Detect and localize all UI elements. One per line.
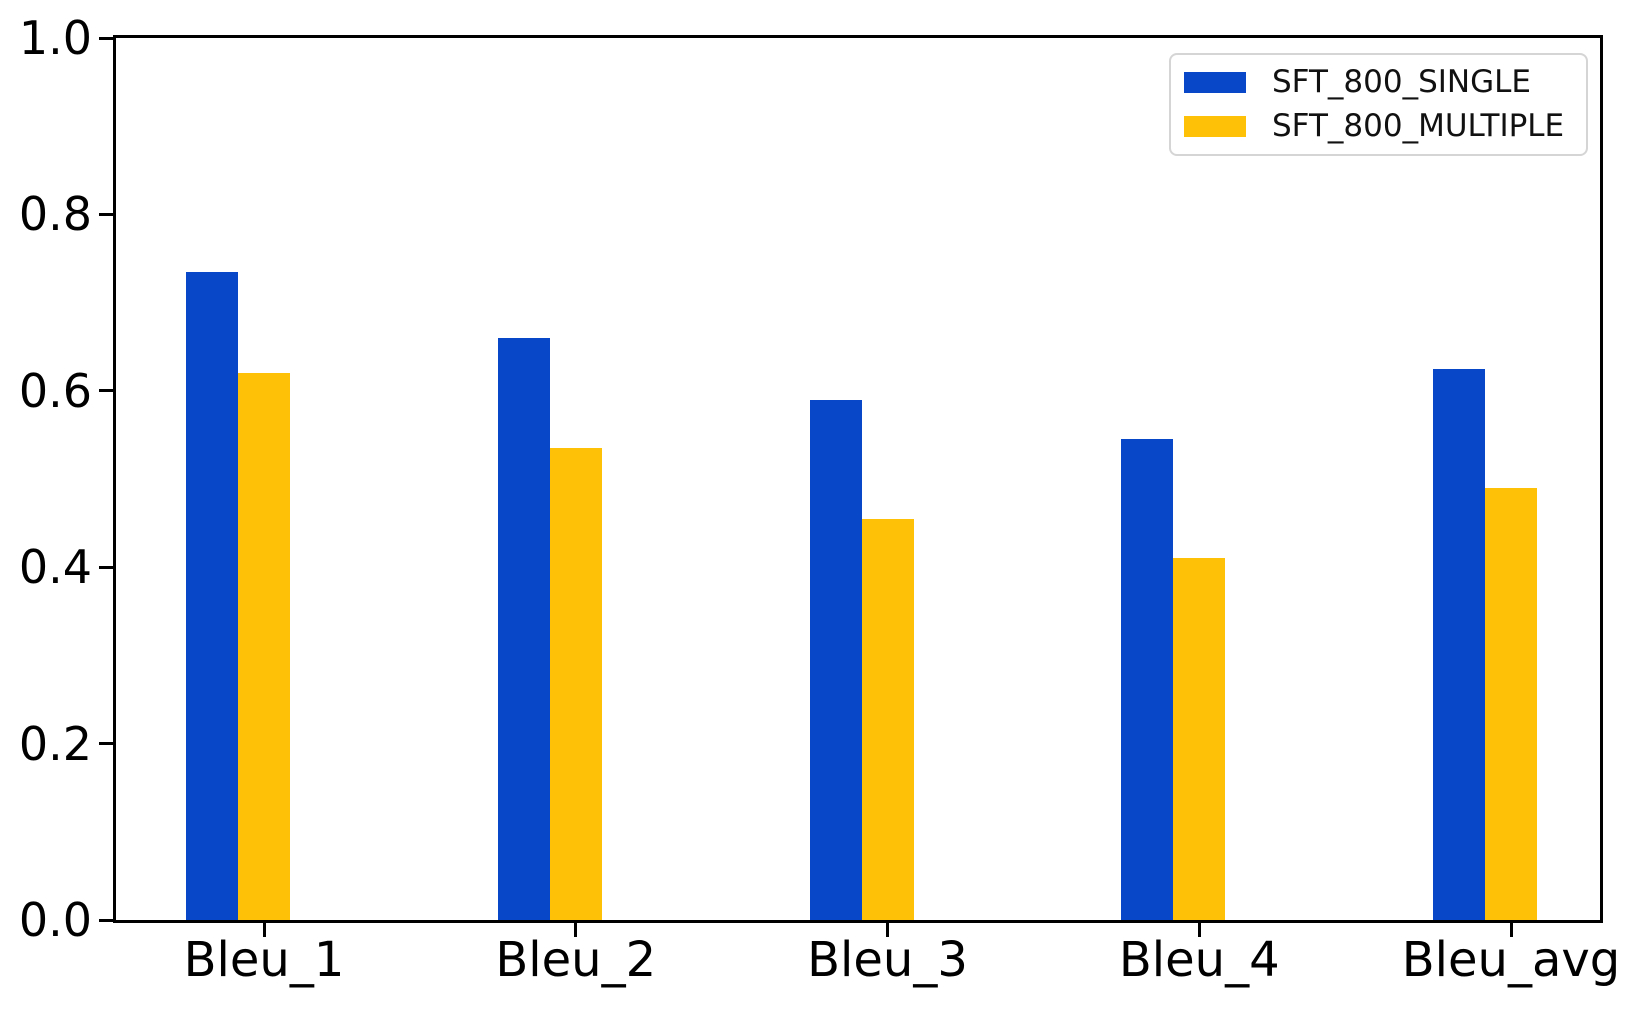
legend-item: SFT_800_SINGLE: [1184, 67, 1586, 98]
legend: SFT_800_SINGLE SFT_800_MULTIPLE: [1169, 53, 1588, 156]
bar-sft_800_multiple-bleu_4: [1173, 558, 1226, 920]
y-axis-tick-label: 0.0: [18, 893, 92, 947]
x-axis-tick-label: Bleu_2: [495, 932, 657, 988]
x-axis-tick-label: Bleu_4: [1118, 932, 1280, 988]
bar-sft_800_multiple-bleu_avg: [1485, 487, 1537, 920]
y-axis-tick: [99, 212, 113, 216]
y-axis-tick-label: 0.8: [18, 187, 92, 242]
y-axis-tick-label: 0.2: [18, 716, 92, 771]
y-axis-tick: [99, 742, 113, 746]
bar-sft_800_multiple-bleu_1: [238, 373, 290, 920]
x-axis-tick: [262, 923, 266, 937]
bar-sft_800_single-bleu_3: [809, 399, 862, 920]
y-axis-tick-label: 0.6: [18, 363, 92, 418]
bar-sft_800_single-bleu_1: [186, 271, 238, 920]
plot-area: SFT_800_SINGLE SFT_800_MULTIPLE 0.0 0.2 0.…: [19, 15, 1620, 984]
legend-swatch-single: [1184, 72, 1246, 94]
x-axis-tick: [574, 923, 578, 937]
x-axis-tick: [886, 923, 889, 937]
bar-sft_800_single-bleu_4: [1121, 439, 1174, 920]
x-axis-tick-label: Bleu_3: [807, 932, 968, 988]
y-axis-tick: [99, 36, 113, 40]
y-axis-tick: [99, 389, 113, 393]
bar-sft_800_multiple-bleu_3: [861, 518, 914, 920]
x-axis-tick-label: Bleu_avg: [1401, 932, 1621, 988]
x-axis-tick-label: Bleu_1: [183, 932, 345, 988]
bar-sft_800_single-bleu_2: [497, 337, 550, 920]
legend-label-multiple: SFT_800_MULTIPLE: [1272, 107, 1565, 144]
y-axis-tick-label: 0.4: [18, 540, 92, 595]
x-axis-tick: [1197, 923, 1201, 937]
legend-label-single: SFT_800_SINGLE: [1272, 64, 1531, 101]
y-axis-tick: [99, 565, 113, 569]
y-axis-tick-label: 1.0: [18, 11, 92, 65]
legend-item: SFT_800_MULTIPLE: [1184, 107, 1586, 144]
x-axis-tick: [1509, 923, 1513, 937]
y-axis-tick: [99, 918, 113, 922]
legend-swatch-multiple: [1184, 115, 1246, 137]
bar-sft_800_single-bleu_avg: [1433, 368, 1485, 920]
bar-sft_800_multiple-bleu_2: [549, 448, 602, 920]
